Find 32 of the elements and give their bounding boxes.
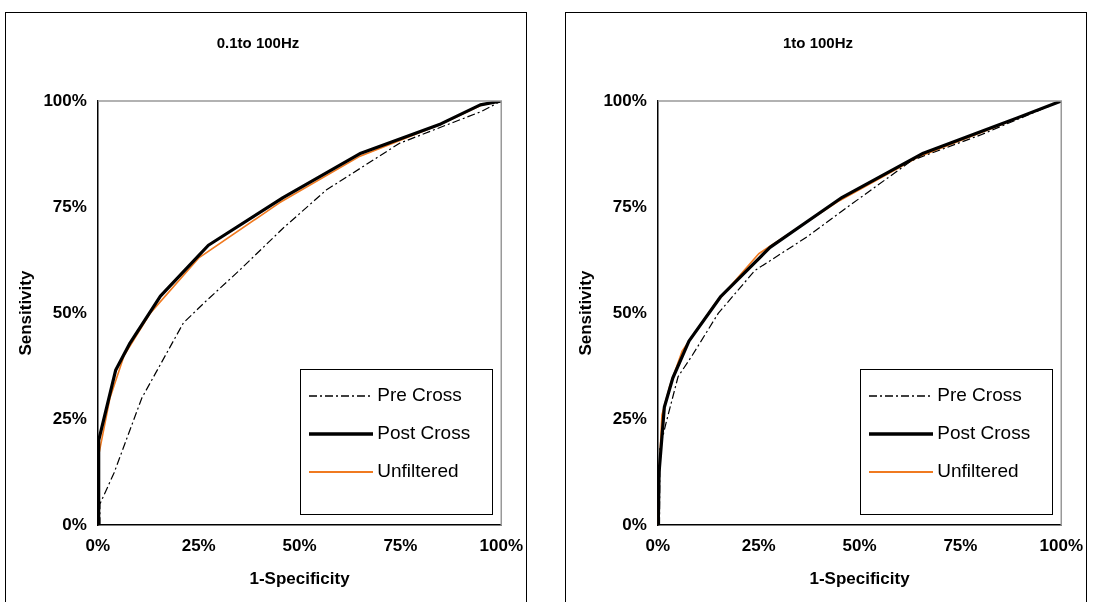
chart-title: 1to 100Hz xyxy=(782,34,854,52)
x-tick-label: 100% xyxy=(1039,536,1083,556)
legend-label: Unfiltered xyxy=(377,460,460,483)
x-tick-label: 25% xyxy=(181,536,216,556)
x-tick-label: 25% xyxy=(741,536,776,556)
chart-title: 0.1to 100Hz xyxy=(216,34,300,52)
y-tick-label: 100% xyxy=(43,90,87,110)
legend-label: Pre Cross xyxy=(377,384,463,407)
x-tick-label: 75% xyxy=(943,536,978,556)
y-tick-label: 50% xyxy=(52,302,87,322)
y-tick-label: 0% xyxy=(62,514,87,534)
y-axis-title: Sensitivity xyxy=(15,270,35,356)
y-tick-label: 25% xyxy=(612,408,647,428)
x-tick-label: 75% xyxy=(383,536,418,556)
y-axis-title: Sensitivity xyxy=(575,270,595,356)
legend-label: Post Cross xyxy=(937,422,1032,445)
y-tick-label: 25% xyxy=(52,408,87,428)
x-tick-label: 0% xyxy=(645,536,671,556)
x-axis-title: 1-Specificity xyxy=(809,569,911,589)
y-tick-label: 50% xyxy=(612,302,647,322)
legend-label: Post Cross xyxy=(377,422,472,445)
x-tick-label: 100% xyxy=(479,536,523,556)
y-tick-label: 75% xyxy=(52,196,87,216)
y-tick-label: 0% xyxy=(622,514,647,534)
x-tick-label: 50% xyxy=(842,536,877,556)
y-tick-label: 75% xyxy=(612,196,647,216)
x-axis-title: 1-Specificity xyxy=(249,569,351,589)
legend-label: Pre Cross xyxy=(937,384,1023,407)
legend-label: Unfiltered xyxy=(937,460,1020,483)
y-tick-label: 100% xyxy=(603,90,647,110)
x-tick-label: 0% xyxy=(85,536,111,556)
x-tick-label: 50% xyxy=(282,536,317,556)
